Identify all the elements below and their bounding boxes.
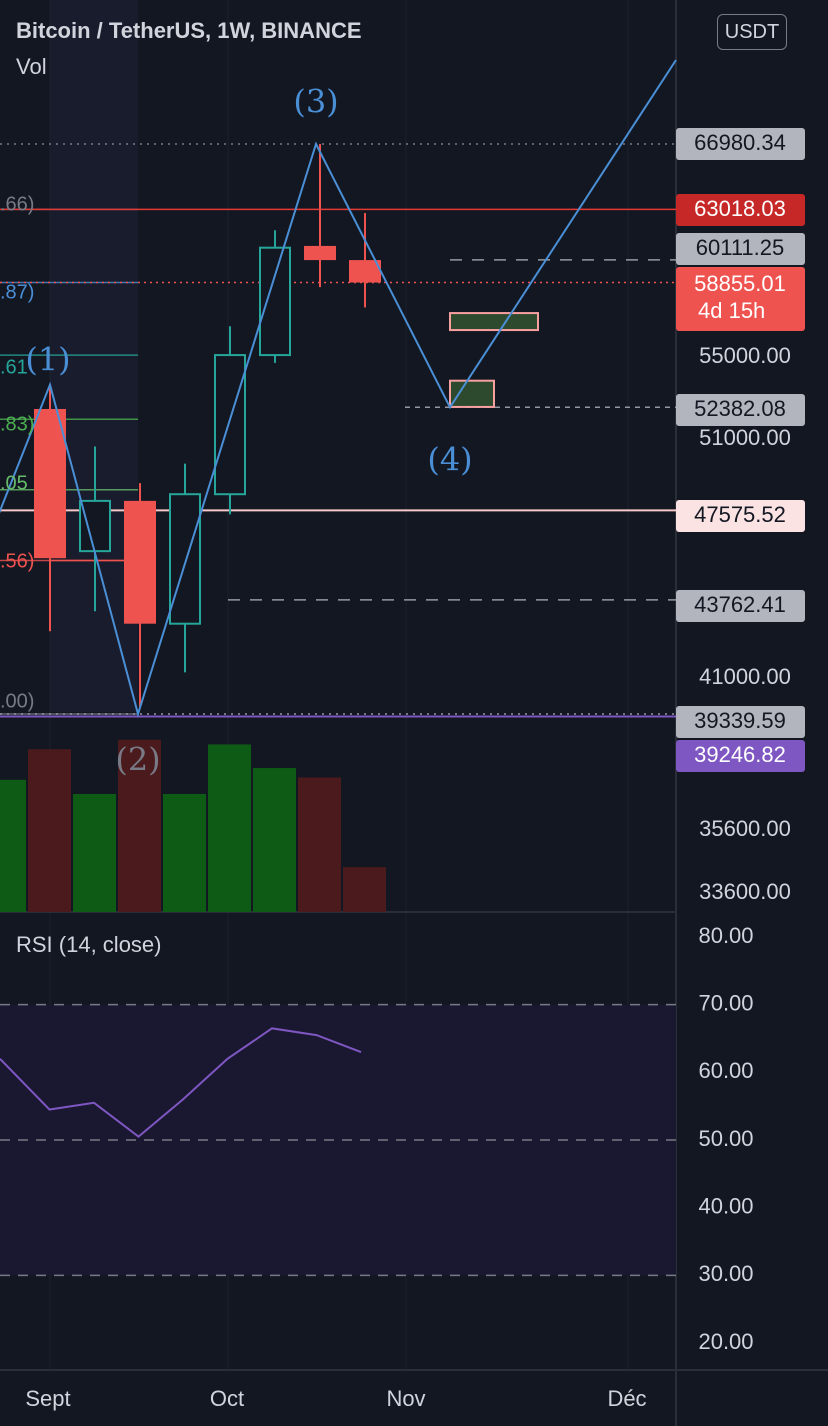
candle — [169, 463, 201, 673]
wave-label: (2) — [115, 741, 160, 779]
price-label-value: 39246.82 — [694, 742, 786, 767]
fib-label: .56) — [0, 550, 34, 572]
price-label: 52382.08 — [676, 394, 805, 426]
price-label: 60111.25 — [676, 233, 805, 265]
price-label-value: 66980.34 — [694, 130, 786, 155]
volume-bar — [0, 779, 26, 912]
price-label-bg — [676, 706, 805, 738]
volume-bar — [28, 749, 71, 912]
price-label-value: 43762.41 — [694, 592, 786, 617]
price-axis-tick: 33600.00 — [699, 879, 791, 904]
price-label-value: 52382.08 — [694, 396, 786, 421]
price-label-bg — [676, 233, 805, 265]
currency-badge[interactable]: USDT — [717, 14, 787, 50]
rsi-line — [0, 1027, 362, 1138]
projection-box — [449, 379, 495, 408]
volume-bar — [208, 744, 251, 912]
fib-label: .66) — [0, 193, 34, 215]
rsi-axis-tick: 40.00 — [698, 1193, 753, 1218]
candle-body — [304, 245, 336, 261]
elliott-wave-line — [0, 59, 677, 718]
price-label-value: 39339.59 — [694, 708, 786, 733]
candle-body — [124, 500, 156, 624]
price-label-value: 47575.52 — [694, 502, 786, 527]
price-axis-tick: 35600.00 — [699, 816, 791, 841]
fib-label: .87) — [0, 281, 34, 303]
volume-indicator-label[interactable]: Vol — [16, 54, 47, 79]
price-label-bg — [676, 128, 805, 160]
time-axis-label: Nov — [386, 1386, 425, 1411]
price-label-bg — [676, 394, 805, 426]
price-label-bg — [676, 267, 805, 331]
price-label-bg — [676, 740, 805, 772]
price-label-bg — [676, 500, 805, 532]
candle-body — [349, 260, 381, 283]
candle — [124, 483, 156, 707]
price-label-bg — [676, 194, 805, 226]
wave-label: (3) — [293, 83, 338, 121]
volume-bar — [163, 794, 206, 912]
price-label: 63018.03 — [676, 194, 805, 226]
price-label: 39339.59 — [676, 706, 805, 738]
volume-bar — [253, 768, 296, 912]
candle-body — [79, 499, 111, 553]
volume-bar — [73, 794, 116, 912]
rsi-indicator-label[interactable]: RSI (14, close) — [16, 932, 162, 957]
rsi-axis-tick: 60.00 — [698, 1058, 753, 1083]
rsi-axis-tick: 70.00 — [698, 990, 753, 1015]
volume-bar — [343, 867, 386, 912]
rsi-axis-tick: 20.00 — [698, 1329, 753, 1354]
rsi-axis-tick: 80.00 — [698, 923, 753, 948]
candle-body — [214, 354, 246, 496]
candle — [79, 446, 111, 612]
time-axis-label: Déc — [607, 1386, 646, 1411]
rsi-axis-tick: 50.00 — [698, 1126, 753, 1151]
wave-label: (4) — [427, 441, 472, 479]
price-label-bg — [676, 590, 805, 622]
price-label: 39246.82 — [676, 740, 805, 772]
chart-title: Bitcoin / TetherUS, 1W, BINANCE — [16, 18, 362, 43]
candle — [349, 213, 381, 308]
price-axis-tick: 51000.00 — [699, 425, 791, 450]
price-axis-tick: 55000.00 — [699, 343, 791, 368]
rsi-axis-tick: 30.00 — [698, 1261, 753, 1286]
fib-label: .00) — [0, 690, 34, 712]
candle — [259, 230, 291, 363]
wave-label: (1) — [25, 341, 70, 379]
price-label-value: 63018.03 — [694, 196, 786, 221]
candle — [304, 144, 336, 288]
volume-bar — [298, 777, 341, 912]
candle-body — [34, 408, 66, 559]
price-label-value: 60111.25 — [696, 235, 785, 260]
price-label: 66980.34 — [676, 128, 805, 160]
candle-body — [259, 246, 291, 357]
price-label: 43762.41 — [676, 590, 805, 622]
price-axis-tick: 41000.00 — [699, 664, 791, 689]
candle — [214, 326, 246, 515]
fib-label: .83) — [0, 413, 34, 435]
time-axis-label: Oct — [210, 1386, 244, 1411]
candle — [34, 384, 66, 632]
price-label-value: 58855.01 — [694, 271, 786, 296]
fib-label: .61 — [0, 356, 28, 378]
time-axis-label: Sept — [25, 1386, 70, 1411]
countdown-label: 4d 15h — [698, 298, 765, 323]
volume-bar — [118, 739, 161, 912]
rsi-band — [0, 1004, 676, 1276]
price-label: 47575.52 — [676, 500, 805, 532]
projection-box — [449, 312, 539, 332]
candle-body — [169, 493, 201, 625]
fib-label: .05 — [0, 472, 28, 494]
